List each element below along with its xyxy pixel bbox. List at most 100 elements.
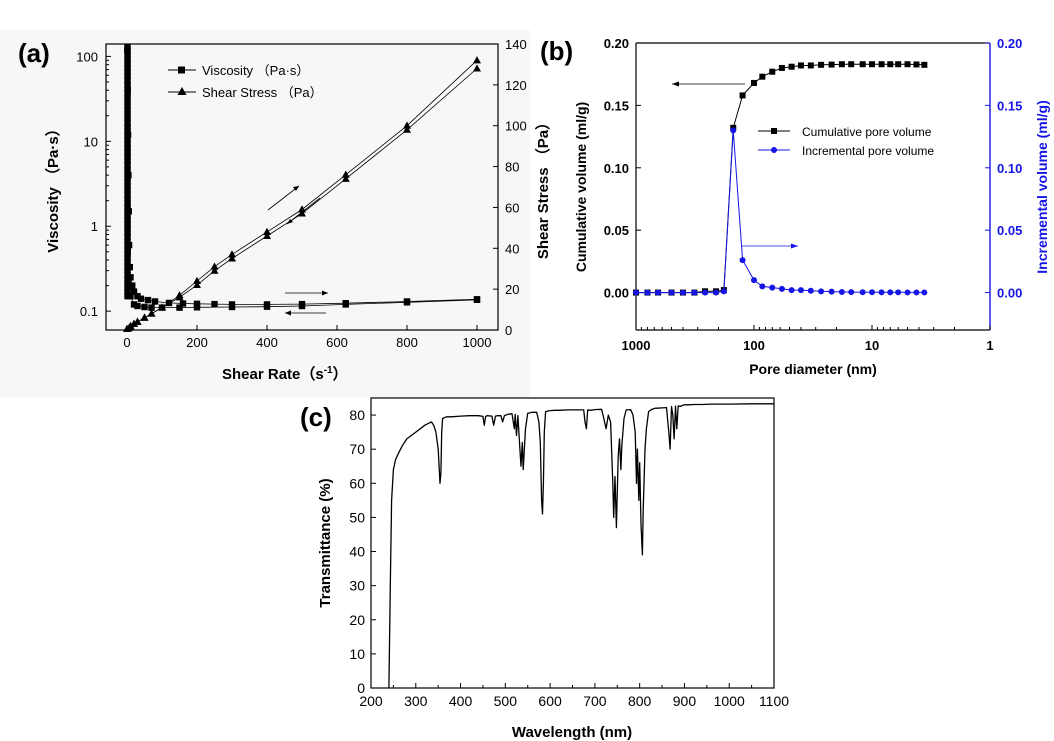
panel-a-xtick-label: 1000 [463,335,492,350]
data-point [124,242,131,249]
data-point [124,98,131,105]
panel-c-plot-frame [370,397,775,689]
panel-a-xlabel-close: ） [333,365,348,383]
arrow-to-left-axis-head [672,81,679,87]
data-point [124,123,131,131]
data-point [739,92,746,99]
panel-c-label: (c) [300,402,332,432]
panel-c-ytick-label: 80 [349,407,365,423]
data-point [655,289,662,296]
data-point [263,231,271,240]
panel-c-xtick-label: 200 [359,693,383,709]
data-point [124,267,131,275]
data-point [887,61,894,68]
data-point [130,288,138,295]
data-point [151,298,159,305]
panel-b-xlabel: Pore diameter (nm) [749,361,877,377]
data-point [137,295,145,302]
panel-b-xtick-label: 1000 [622,338,651,353]
data-point [124,149,131,156]
data-point [124,64,131,72]
panel-c-marks [388,403,774,689]
data-point [176,304,183,311]
data-point [124,238,131,245]
data-point [147,309,156,317]
panel-c-ytick-label: 70 [349,441,365,457]
data-point [807,287,814,294]
data-point [895,289,902,296]
panel-a-marks [123,43,481,332]
data-point [263,227,271,235]
data-point [797,62,804,69]
data-point [848,61,855,68]
data-point [124,199,131,207]
data-point [193,276,201,284]
data-point [124,174,131,182]
data-point [124,271,131,279]
data-point [124,254,131,262]
data-point [828,61,835,68]
data-point [124,73,131,80]
data-point [712,289,719,296]
data-point [848,289,855,296]
data-point [778,285,785,292]
data-point [887,289,894,296]
panel-c-ytick-label: 60 [349,475,365,491]
data-point [730,127,737,134]
data-point [130,319,138,327]
data-point [679,289,686,296]
data-point [228,303,236,311]
data-point [921,61,928,68]
data-point [341,174,350,182]
data-point [895,61,902,68]
data-point [828,288,835,295]
data-point [124,68,131,76]
panel-b-ytick-left-label: 0.20 [604,36,629,51]
data-point [124,221,131,228]
data-point [124,157,131,165]
arrow-visc-left-head [285,310,291,316]
data-point [124,161,131,169]
data-point [211,300,218,308]
panel-b-ytick-right-label: 0.15 [997,98,1022,113]
data-point [778,64,785,71]
data-point [473,56,481,64]
arrow-stress-down-head [287,219,293,224]
panel-a-xtick-label: 600 [326,335,348,350]
panel-c-ytick-label: 40 [349,544,365,560]
data-point [668,289,675,296]
panel-b-arrows [672,81,798,249]
data-point [124,212,131,220]
data-point [124,43,131,50]
data-point [124,56,131,63]
data-point [129,282,136,289]
data-point [878,61,885,68]
data-point [644,289,651,296]
legend-stress-label: Shear Stress （Pa） [202,85,323,100]
data-point [838,288,845,295]
data-point [124,94,131,101]
panel-c-xtick-label: 400 [449,693,473,709]
panel-c-ytick-label: 20 [349,612,365,628]
data-point [759,283,766,290]
data-point [859,61,866,68]
data-point [759,73,766,80]
panel-b-ytick-left-label: 0.15 [604,98,629,113]
data-point [124,115,131,122]
panel-b-ytick-right-label: 0.20 [997,36,1022,51]
panel-a-ytick-right-label: 60 [505,200,519,215]
data-point [818,61,825,68]
panel-b-ylabel-left: Cumulative volume (ml/g) [573,102,589,272]
data-point [473,64,481,72]
data-point [124,132,131,139]
panel-b-ytick-left-label: 0.00 [604,286,629,301]
data-point [124,324,133,332]
data-point [124,102,131,110]
data-point [179,300,187,307]
panel-a-ytick-left-label: 10 [84,134,98,149]
data-point [859,289,866,296]
panel-b-ytick-right-label: 0.05 [997,223,1022,238]
data-point [818,288,825,295]
data-point [769,68,776,75]
